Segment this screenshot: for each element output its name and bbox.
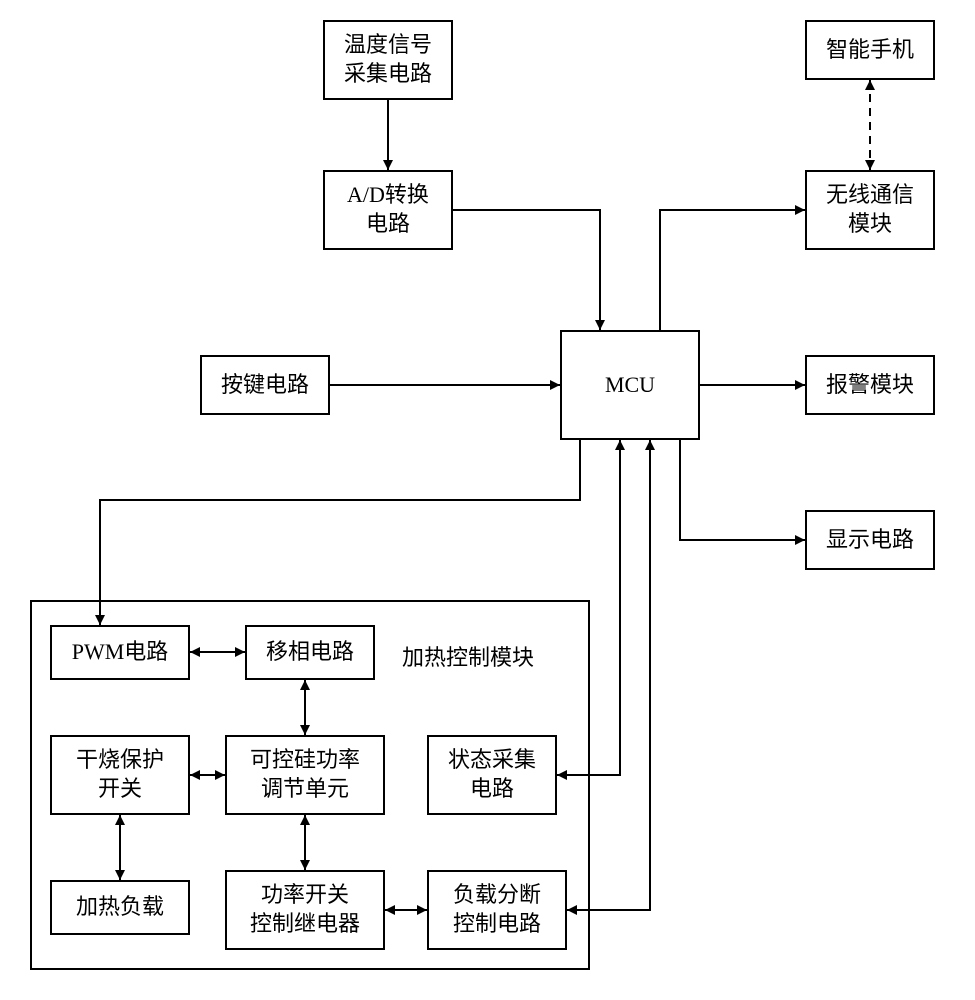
label: 可控硅功率调节单元	[250, 746, 360, 803]
label: 无线通信模块	[826, 181, 914, 238]
heating-module-label: 加热控制模块	[402, 640, 534, 672]
node-button: 按键电路	[200, 355, 330, 415]
label: 状态采集电路	[448, 746, 536, 803]
node-heatload: 加热负载	[50, 880, 190, 935]
label: PWM电路	[72, 638, 169, 667]
node-ad-conv: A/D转换电路	[323, 170, 453, 250]
label: 负载分断控制电路	[453, 881, 541, 938]
label: 智能手机	[826, 36, 914, 65]
node-mcu: MCU	[560, 330, 700, 440]
label: 功率开关控制继电器	[250, 881, 360, 938]
edge	[100, 440, 580, 625]
edge	[453, 210, 600, 330]
node-dryburn: 干烧保护开关	[50, 735, 190, 815]
label: 按键电路	[221, 371, 309, 400]
label: 温度信号采集电路	[344, 31, 432, 88]
node-wireless: 无线通信模块	[805, 170, 935, 250]
node-phase: 移相电路	[245, 625, 375, 680]
label: 干烧保护开关	[76, 746, 164, 803]
edge	[680, 440, 805, 540]
label: A/D转换电路	[347, 181, 429, 238]
node-scr: 可控硅功率调节单元	[225, 735, 385, 815]
node-status: 状态采集电路	[427, 735, 557, 815]
node-display: 显示电路	[805, 510, 935, 570]
node-temp-signal: 温度信号采集电路	[323, 20, 453, 100]
node-relay: 功率开关控制继电器	[225, 870, 385, 950]
label: 移相电路	[266, 638, 354, 667]
label: 报警模块	[826, 371, 914, 400]
node-pwm: PWM电路	[50, 625, 190, 680]
node-loadbreak: 负载分断控制电路	[427, 870, 567, 950]
label: MCU	[605, 371, 655, 400]
label: 加热负载	[76, 893, 164, 922]
edge	[660, 210, 805, 330]
label: 显示电路	[826, 526, 914, 555]
node-smartphone: 智能手机	[805, 20, 935, 80]
node-alarm: 报警模块	[805, 355, 935, 415]
